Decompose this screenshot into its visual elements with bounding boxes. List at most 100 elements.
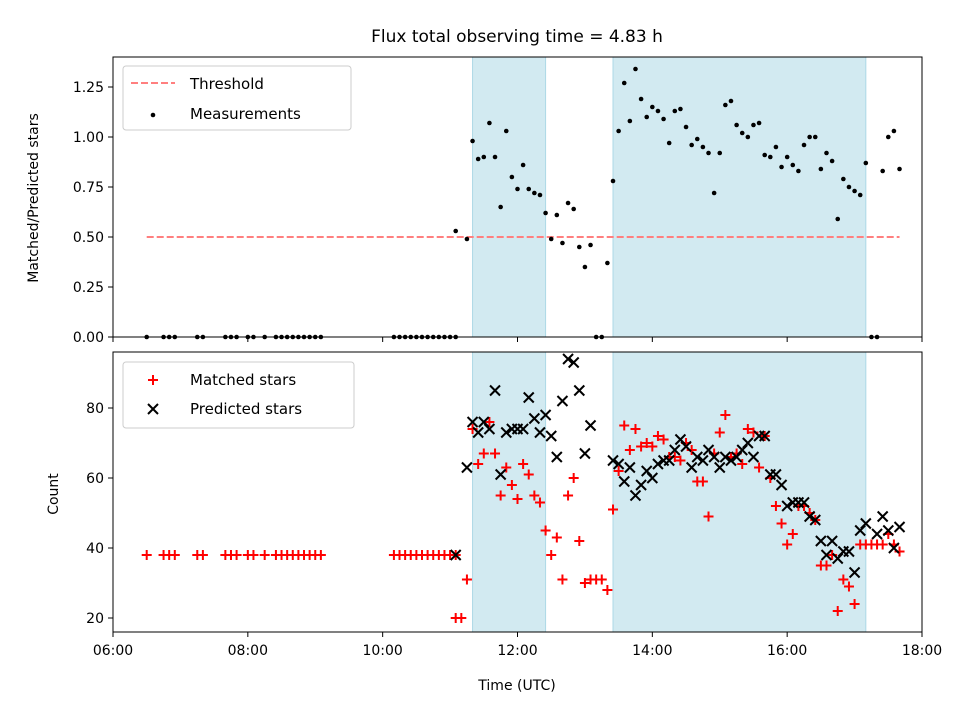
matched-star-point <box>782 539 793 550</box>
measurement-point <box>762 152 767 158</box>
predicted-star-point <box>489 384 501 397</box>
measurement-point <box>885 134 891 140</box>
measurement-point <box>678 106 683 112</box>
matched-star-point <box>461 574 472 585</box>
measurement-point <box>526 186 532 192</box>
matched-star-point <box>231 550 242 560</box>
shaded-interval <box>472 56 547 338</box>
predicted-star-point <box>652 458 664 470</box>
predicted-star-point <box>461 461 473 474</box>
matched-star-point <box>596 574 607 585</box>
x-tick-label: 08:00 <box>228 643 268 659</box>
shaded-interval <box>612 56 867 338</box>
measurement-point <box>734 122 739 128</box>
measurement-point <box>532 190 537 196</box>
measurement-point <box>571 206 576 212</box>
matched-star-point <box>197 550 208 560</box>
bottom-panel: 20 40 60 80 06:00 08:00 10:00 12:00 14:00 16:00 18… <box>86 351 942 659</box>
predicted-star-point <box>770 468 782 481</box>
measurement-point <box>638 96 644 102</box>
predicted-star-point <box>584 419 597 432</box>
measurement-point <box>470 138 475 144</box>
y-tick-label: 0.25 <box>73 280 104 296</box>
matched-star-point <box>557 574 568 585</box>
measurement-point <box>509 174 515 180</box>
matched-star-point <box>636 441 647 452</box>
y-tick-label: 80 <box>86 401 104 417</box>
predicted-star-point <box>607 454 619 467</box>
matched-star-point <box>703 511 714 522</box>
y-tick-label: 20 <box>86 611 104 627</box>
matched-star-point <box>737 459 748 469</box>
matched-star-point <box>832 606 843 616</box>
predicted-star-point <box>669 444 681 456</box>
measurement-point <box>605 260 610 266</box>
matched-star-point <box>259 550 270 560</box>
measurement-point <box>475 156 481 162</box>
chart-title: Flux total observing time = 4.83 h <box>371 27 663 47</box>
matched-star-point <box>563 490 574 501</box>
matched-star-point <box>720 410 731 420</box>
matched-star-point <box>849 599 860 609</box>
measurement-point <box>829 158 835 164</box>
predicted-star-point <box>815 535 827 547</box>
predicted-star-point <box>494 468 507 481</box>
measurement-point <box>481 154 487 160</box>
measurement-point <box>453 228 459 234</box>
measurement-point <box>576 244 582 250</box>
predicted-star-point <box>551 451 563 463</box>
measurement-point <box>796 168 801 174</box>
measurement-point <box>548 236 554 242</box>
measurement-point <box>565 200 571 206</box>
matched-star-point <box>473 459 484 469</box>
measurement-point <box>650 104 655 110</box>
predicted-star-point <box>663 454 675 467</box>
predicted-star-point <box>545 430 557 442</box>
measurement-point <box>492 154 498 160</box>
x-tick-label: 18:00 <box>902 643 942 659</box>
matched-star-point <box>675 455 686 466</box>
matched-star-point <box>843 581 854 592</box>
bottom-y-axis-label: Count <box>46 473 62 515</box>
legend-frame <box>122 65 352 131</box>
predicted-star-point <box>826 535 838 547</box>
matched-star-point <box>770 501 781 511</box>
predicted-star-point <box>820 549 833 561</box>
matched-star-point <box>506 480 517 490</box>
matched-star-point <box>608 504 619 515</box>
matched-star-point <box>568 473 579 483</box>
predicted-star-point <box>888 542 900 554</box>
predicted-star-point <box>798 496 810 509</box>
predicted-star-point <box>618 475 630 488</box>
measurement-point <box>835 216 841 222</box>
matched-star-point <box>619 420 630 431</box>
predicted-star-point <box>719 451 732 463</box>
predicted-star-point <box>876 510 889 523</box>
measurement-point <box>655 108 661 114</box>
y-tick-label: 0.50 <box>73 230 104 246</box>
x-tick-label: 10:00 <box>362 643 402 659</box>
predicted-star-point <box>758 430 771 442</box>
measurement-point <box>706 150 711 156</box>
predicted-star-point <box>747 451 760 463</box>
matched-star-point <box>540 525 551 536</box>
measurement-point <box>751 122 756 128</box>
measurement-point <box>633 66 638 72</box>
predicted-star-point <box>517 423 529 435</box>
predicted-star-point <box>539 409 552 421</box>
matched-star-point <box>315 550 326 560</box>
matched-star-point <box>495 490 506 501</box>
y-tick-label: 0.00 <box>73 330 104 346</box>
predicted-star-point <box>725 454 737 467</box>
y-tick-label: 40 <box>86 541 104 557</box>
bottom-legend: Matched stars Predicted stars <box>122 361 355 429</box>
measurement-point <box>880 168 885 174</box>
measurement-point <box>666 140 672 146</box>
predicted-star-point <box>472 426 484 439</box>
measurement-point <box>487 120 492 126</box>
matched-star-point <box>534 497 545 508</box>
predicted-star-point <box>500 426 512 439</box>
matched-star-point <box>501 462 512 473</box>
predicted-star-point <box>556 395 569 407</box>
legend-predicted-swatch <box>147 403 159 415</box>
